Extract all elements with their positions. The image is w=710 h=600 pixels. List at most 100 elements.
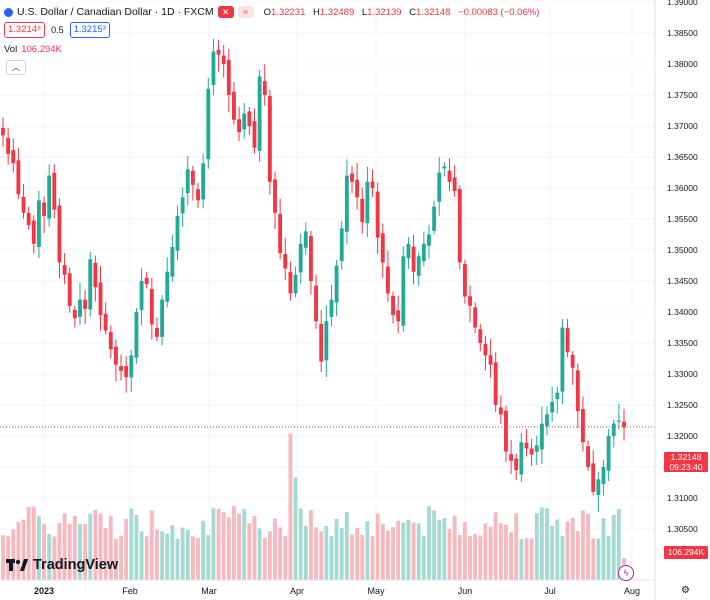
volume-bar — [11, 529, 16, 580]
candle-body — [216, 49, 221, 55]
volume-bar — [314, 527, 318, 580]
volume-bar — [427, 506, 431, 580]
volume-bar — [113, 538, 118, 580]
y-tick-label: 1.30500 — [667, 524, 698, 534]
candle-body — [360, 198, 365, 223]
volume-bar — [462, 522, 467, 580]
volume-bar — [324, 526, 329, 580]
candle-body — [324, 321, 329, 361]
legend-title-row: U.S. Dollar / Canadian Dollar · 1D · FXC… — [4, 5, 544, 19]
wave-icon[interactable]: ≈ — [237, 6, 254, 18]
candle-body — [283, 253, 288, 269]
volume-bar — [509, 532, 514, 580]
volume-bar — [196, 538, 200, 580]
volume-bar — [31, 506, 36, 580]
volume-bar — [42, 523, 46, 580]
candle-body — [165, 271, 170, 302]
volume-bar — [457, 534, 462, 580]
candle-body — [591, 463, 596, 492]
volume-bar — [139, 531, 144, 580]
lightning-icon[interactable]: ϟ — [618, 565, 634, 581]
volume-bar — [103, 528, 108, 580]
volume-bar — [437, 519, 442, 580]
volume-bar — [504, 524, 508, 580]
candle-body — [149, 288, 154, 325]
buy-button[interactable]: 1.3215³ — [69, 22, 110, 38]
symbol-status-dot — [4, 7, 13, 17]
candle-body — [206, 88, 211, 160]
candle-body — [93, 262, 98, 288]
volume-bar — [160, 531, 165, 580]
candle-body — [72, 309, 77, 319]
candle-body — [611, 423, 616, 437]
volume-bar — [211, 508, 216, 580]
volume-bar — [6, 536, 11, 580]
volume-bar — [560, 535, 565, 580]
candle-body — [344, 175, 349, 232]
volume-bar — [601, 518, 606, 580]
volume-bar — [339, 528, 344, 580]
volume-bar — [155, 529, 159, 580]
candle-body — [581, 408, 585, 443]
candle-body — [11, 150, 16, 164]
volume-bar — [293, 477, 298, 580]
candle-body — [504, 410, 508, 452]
volume-bar — [72, 515, 77, 580]
x-tick-label: Apr — [290, 586, 304, 596]
volume-bar — [88, 513, 93, 580]
candle-body — [47, 175, 52, 219]
symbol-title[interactable]: U.S. Dollar / Canadian Dollar · 1D · FXC… — [17, 6, 214, 18]
chevron-up-icon[interactable]: ︿ — [6, 60, 26, 75]
candle-body — [606, 436, 611, 471]
candle-body — [190, 170, 195, 185]
candle-body — [309, 236, 313, 281]
volume-bar — [298, 508, 303, 580]
spread-value: 0.5 — [51, 25, 64, 35]
candle-body — [565, 328, 570, 353]
volume-bar — [611, 515, 616, 580]
volume-bar — [391, 527, 395, 580]
candle-body — [370, 181, 375, 188]
y-tick-label: 1.32000 — [667, 431, 698, 441]
close-icon[interactable]: ✕ — [217, 6, 234, 18]
volume-bar — [468, 536, 472, 580]
volume-bar — [262, 537, 267, 580]
volume-bar — [303, 525, 308, 580]
candle-body — [21, 196, 26, 213]
volume-bar — [483, 523, 488, 580]
y-tick-label: 1.36500 — [667, 152, 698, 162]
volume-bar — [591, 538, 596, 580]
volume-bar — [252, 516, 257, 580]
volume-bar — [493, 512, 498, 580]
volume-bar — [47, 533, 52, 580]
candle-body — [252, 121, 257, 148]
y-tick-label: 1.34000 — [667, 307, 698, 317]
volume-bar — [355, 527, 360, 580]
candle-body — [514, 458, 519, 471]
gear-icon[interactable]: ⚙ — [681, 585, 690, 596]
volume-bar — [416, 523, 421, 580]
volume-bar — [432, 510, 437, 580]
volume-bar — [488, 526, 493, 580]
volume-bar — [98, 513, 103, 580]
candle-body — [185, 169, 190, 194]
sell-button[interactable]: 1.3214⁸ — [4, 22, 46, 38]
volume-bar — [534, 512, 539, 580]
y-tick-label: 1.39000 — [667, 0, 698, 7]
volume-bar — [519, 539, 524, 580]
y-tick-label: 1.37500 — [667, 90, 698, 100]
volume-bar — [232, 505, 236, 580]
candle-body — [288, 271, 293, 294]
candle-body — [6, 137, 11, 154]
candle-body — [385, 266, 390, 294]
candle-body — [129, 355, 134, 378]
candle-body — [67, 273, 72, 306]
volume-bar — [283, 536, 288, 580]
tradingview-logo[interactable]: TradingView — [6, 557, 118, 573]
candle-body — [339, 228, 344, 261]
x-tick-label: Mar — [201, 586, 217, 596]
y-tick-label: 1.31000 — [667, 493, 698, 503]
candle-body — [155, 327, 159, 337]
y-tick-label: 1.34500 — [667, 276, 698, 286]
